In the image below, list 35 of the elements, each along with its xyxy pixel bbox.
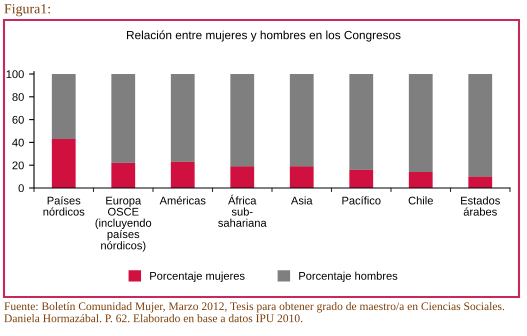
text: Figura1: <box>4 4 50 16</box>
bar <box>290 74 314 166</box>
legend-label: Porcentaje mujeres <box>150 272 245 282</box>
bar <box>170 162 195 188</box>
y-tick-label: 20 <box>12 161 24 170</box>
bar <box>408 172 433 188</box>
bar <box>230 166 254 188</box>
bar <box>111 162 136 188</box>
bar <box>408 74 433 172</box>
x-tick-label: Pacífico <box>342 196 381 204</box>
x-tick-label: Américas <box>160 196 206 204</box>
x-tick-label: Estados árabes <box>461 196 500 216</box>
bar <box>349 74 374 170</box>
y-tick-label: 40 <box>12 138 24 147</box>
x-tick-label: Asia <box>290 196 313 204</box>
bar <box>468 74 492 177</box>
x-tick-label: Europa OSCE (incluyendo países nórdicos) <box>96 196 152 252</box>
y-tick-label: 100 <box>6 70 24 78</box>
y-tick-label: 80 <box>12 93 24 101</box>
x-tick-label: África sub- sahariana <box>218 194 267 227</box>
bar <box>170 74 195 162</box>
x-tick-label: Países nórdicos <box>43 196 84 216</box>
legend-label: Porcentaje hombres <box>299 272 398 282</box>
bar <box>52 74 76 139</box>
bar <box>290 166 314 188</box>
bar <box>52 138 76 188</box>
source-note: Fuente: Boletín Comunidad Mujer, Marzo 2012, Tesis para obtener grado de maestro/a en Ciencias Sociales. Daniela Hormazábal. P. 62. Elaborado en base a datos IPU 2010. <box>4 302 504 322</box>
x-tick-label: Chile <box>408 196 433 204</box>
bar <box>230 74 254 166</box>
bar <box>468 176 492 188</box>
chart-title: Relación entre mujeres y hombres en los Congresos <box>127 30 401 42</box>
y-tick-label: 0 <box>18 184 24 192</box>
y-tick-label: 60 <box>12 116 24 124</box>
bar <box>111 74 136 163</box>
bar <box>349 170 374 188</box>
